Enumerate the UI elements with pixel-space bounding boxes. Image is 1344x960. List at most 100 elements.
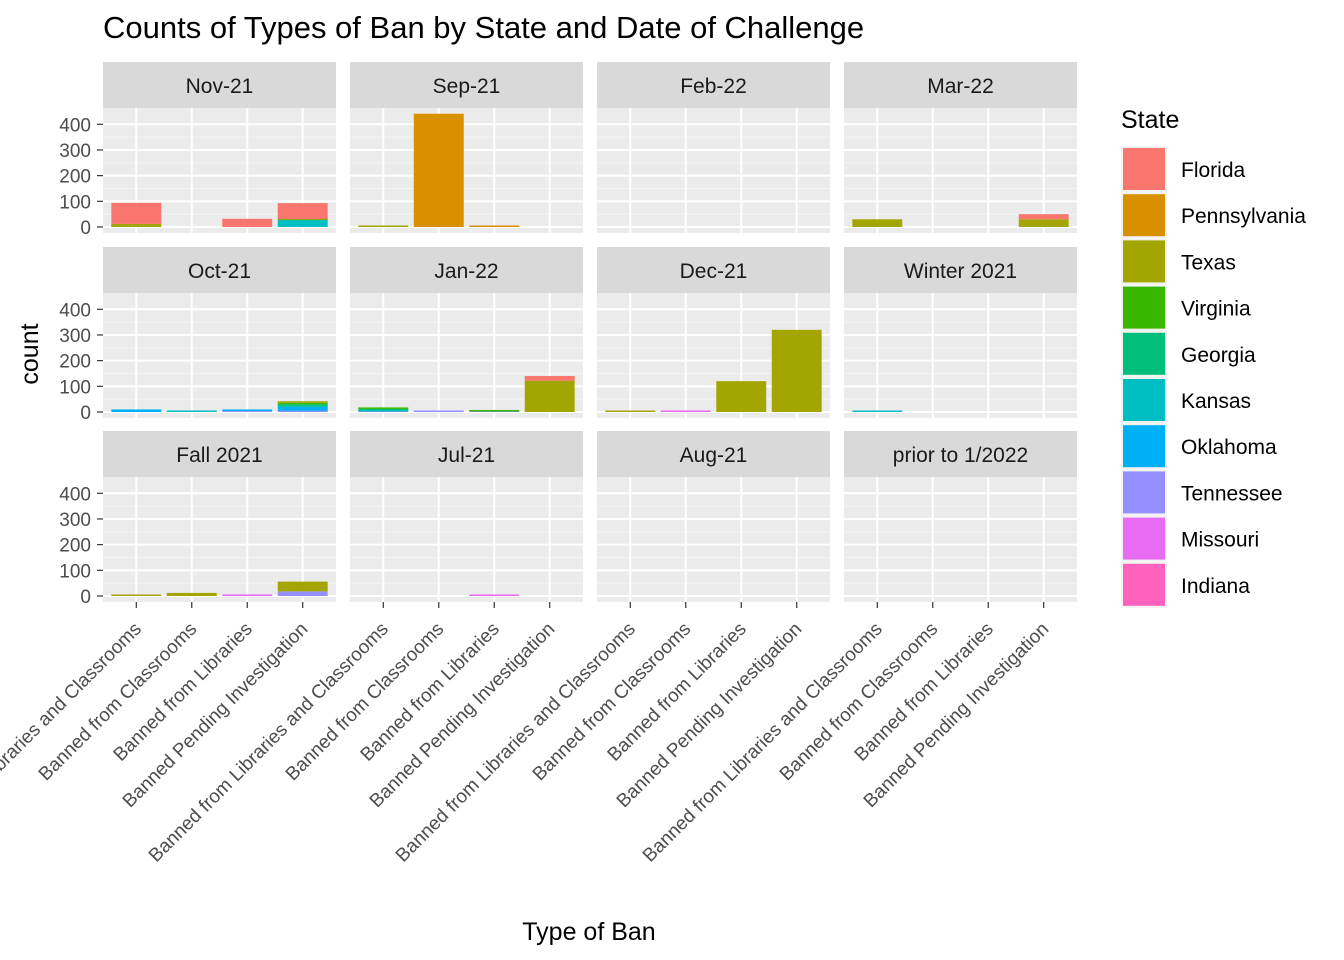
y-tick-label: 400 — [59, 484, 91, 505]
y-tick-label: 400 — [59, 300, 91, 321]
panel-background — [597, 108, 830, 233]
bar-segment[interactable] — [469, 225, 520, 228]
legend-swatch[interactable] — [1123, 563, 1165, 606]
facet-strip — [350, 431, 583, 477]
bar-segment[interactable] — [277, 591, 328, 596]
facet-label: Aug-21 — [680, 444, 748, 467]
bar-segment[interactable] — [277, 410, 328, 413]
bar-segment[interactable] — [277, 220, 328, 227]
legend-swatch[interactable] — [1123, 425, 1165, 468]
bar-segment[interactable] — [111, 223, 162, 227]
legend-swatch[interactable] — [1123, 471, 1165, 514]
facet-strip — [844, 431, 1077, 477]
y-tick-label: 100 — [59, 561, 91, 582]
bar-segment[interactable] — [469, 594, 520, 597]
facet-label: Sep-21 — [433, 75, 501, 98]
bar-segment[interactable] — [413, 113, 464, 227]
bar-segment[interactable] — [277, 406, 328, 411]
facet-label: Dec-21 — [680, 260, 748, 283]
facet-label: Mar-22 — [927, 75, 994, 98]
panel-background — [844, 108, 1077, 233]
panel-background — [103, 477, 336, 602]
legend-swatch[interactable] — [1123, 379, 1165, 421]
facet-strip — [844, 62, 1077, 108]
bar-segment[interactable] — [222, 594, 273, 596]
facet-panel: Sep-21 — [350, 62, 583, 233]
legend-label: Missouri — [1181, 529, 1259, 552]
facet-panel: Oct-21 0 100 200 300 400 — [59, 247, 336, 424]
y-tick-label: 300 — [59, 141, 91, 162]
bar-segment[interactable] — [111, 594, 162, 597]
panel-background — [844, 293, 1077, 418]
facet-panel: Mar-22 — [844, 62, 1077, 233]
facet-strip — [103, 431, 336, 477]
bar-segment[interactable] — [852, 219, 903, 227]
facet-strip — [103, 247, 336, 293]
y-tick-label: 300 — [59, 326, 91, 347]
facet-panel: Jan-22 — [350, 247, 583, 418]
legend-label: Indiana — [1181, 575, 1250, 598]
legend-swatch[interactable] — [1123, 240, 1165, 283]
bar-segment[interactable] — [166, 410, 217, 412]
legend-swatch[interactable] — [1123, 194, 1165, 237]
bar-segment[interactable] — [358, 407, 409, 409]
bar-segment[interactable] — [413, 410, 464, 413]
bar-segment[interactable] — [222, 410, 273, 413]
facet-strip — [103, 62, 336, 108]
bar-segment[interactable] — [277, 219, 328, 221]
bar-segment[interactable] — [524, 376, 575, 381]
bar-segment[interactable] — [111, 202, 162, 224]
bar-segment[interactable] — [277, 402, 328, 405]
y-tick-label: 200 — [59, 536, 91, 557]
legend-swatch[interactable] — [1123, 148, 1165, 190]
panel-background — [844, 477, 1077, 602]
bar-segment[interactable] — [524, 380, 575, 412]
y-tick-label: 0 — [80, 218, 91, 239]
bar-segment[interactable] — [771, 329, 822, 412]
facet-strip — [597, 247, 830, 293]
bar-segment[interactable] — [277, 401, 328, 403]
legend-title: State — [1121, 106, 1179, 134]
facet-label: Jan-22 — [434, 260, 498, 283]
bar-segment[interactable] — [166, 592, 217, 596]
bar-segment[interactable] — [222, 409, 273, 411]
bar-segment[interactable] — [605, 410, 656, 413]
bar-segment[interactable] — [277, 218, 328, 220]
y-tick-label: 200 — [59, 352, 91, 373]
y-tick-label: 300 — [59, 510, 91, 531]
legend-swatch[interactable] — [1123, 517, 1165, 560]
bar-segment[interactable] — [660, 410, 711, 413]
legend-swatch[interactable] — [1123, 332, 1165, 375]
bar-segment[interactable] — [716, 381, 767, 412]
facet-label: Jul-21 — [438, 444, 495, 467]
facet-label: prior to 1/2022 — [893, 444, 1028, 467]
bar-segment[interactable] — [1018, 219, 1069, 227]
bar-segment[interactable] — [277, 203, 328, 220]
bar-segment[interactable] — [358, 225, 409, 228]
legend-label: Virginia — [1181, 298, 1251, 321]
panel-background — [350, 108, 583, 233]
bar-segment[interactable] — [1018, 214, 1069, 220]
bar-segment[interactable] — [277, 581, 328, 592]
y-tick-label: 0 — [80, 587, 91, 608]
facet-label: Winter 2021 — [904, 260, 1017, 283]
bar-segment[interactable] — [222, 218, 273, 227]
bar-segment[interactable] — [358, 409, 409, 412]
bar-segment[interactable] — [852, 410, 903, 413]
legend-swatch[interactable] — [1123, 286, 1165, 329]
bar-segment[interactable] — [358, 408, 409, 411]
legend-label: Oklahoma — [1181, 436, 1277, 459]
y-axis-title: count — [16, 323, 44, 384]
bar-segment[interactable] — [277, 404, 328, 407]
facet-panel: Nov-21 0 100 200 300 400 — [59, 62, 336, 239]
bar-segment[interactable] — [469, 409, 520, 412]
panel-background — [350, 477, 583, 602]
bar-segment[interactable] — [111, 409, 162, 412]
legend-label: Georgia — [1181, 344, 1256, 367]
facet-strip — [844, 247, 1077, 293]
facet-panel: Winter 2021 — [844, 247, 1077, 418]
facet-label: Oct-21 — [188, 260, 251, 283]
facet-label: Nov-21 — [186, 75, 254, 98]
